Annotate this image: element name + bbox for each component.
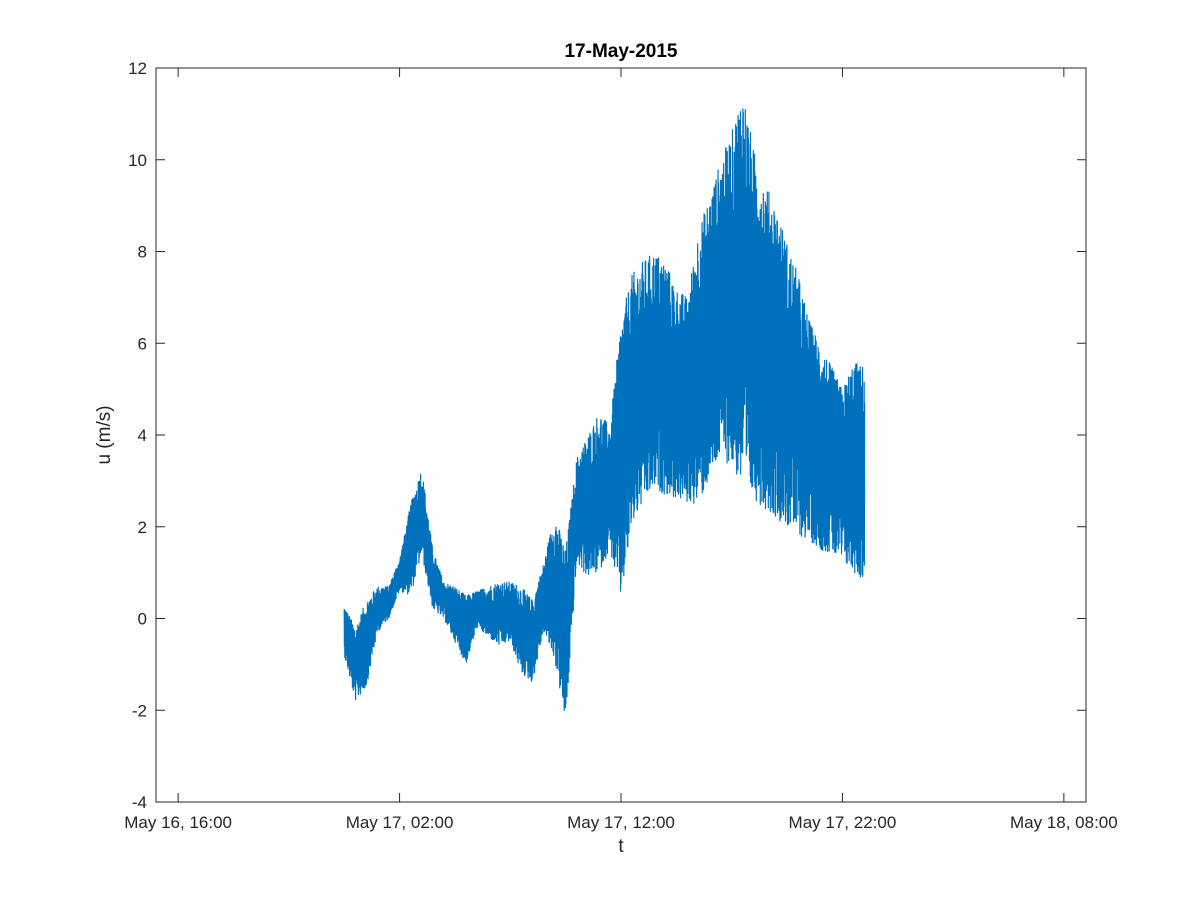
x-axis-label: t	[618, 836, 624, 857]
y-tick-label: 10	[128, 151, 147, 170]
y-axis: -4 -2 0 2 4 6 8 10 12	[128, 59, 1086, 812]
y-tick-label: -4	[132, 793, 147, 812]
y-tick-label: 8	[138, 243, 147, 262]
x-tick-label: May 17, 22:00	[789, 813, 897, 832]
y-tick-label: 2	[138, 518, 147, 537]
y-tick-label: 4	[138, 426, 147, 445]
y-tick-label: 12	[128, 59, 147, 78]
x-tick-label: May 18, 08:00	[1010, 813, 1118, 832]
x-tick-label: May 17, 12:00	[567, 813, 675, 832]
x-tick-label: May 16, 16:00	[124, 813, 232, 832]
y-axis-label: u (m/s)	[94, 405, 115, 464]
series-line	[343, 108, 866, 711]
y-tick-label: 0	[138, 610, 147, 629]
y-tick-label: 6	[138, 334, 147, 353]
x-tick-label: May 17, 02:00	[346, 813, 454, 832]
data-layer	[343, 108, 866, 711]
y-tick-label: -2	[132, 701, 147, 720]
chart-title: 17-May-2015	[564, 41, 677, 62]
x-axis: May 16, 16:00 May 17, 02:00 May 17, 12:00 M…	[124, 68, 1118, 832]
